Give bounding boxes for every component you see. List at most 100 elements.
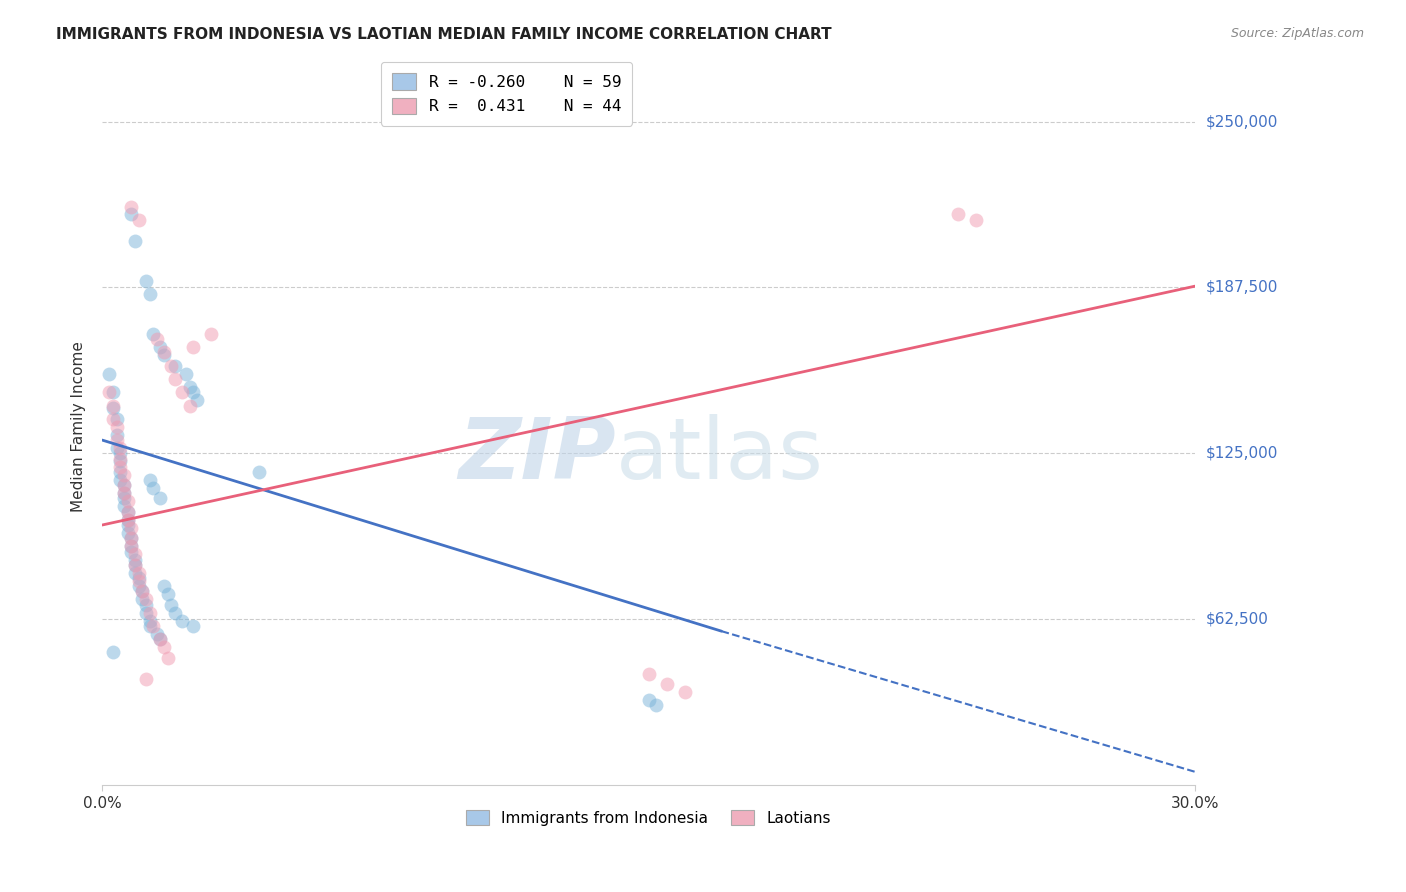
Point: [120, 531, 142, 545]
Point: [174, 367, 197, 381]
Point: [135, 598, 157, 612]
Point: [181, 385, 204, 400]
Point: [165, 372, 187, 386]
Point: [128, 571, 150, 585]
Point: [112, 486, 135, 500]
Point: [128, 212, 150, 227]
Point: [120, 531, 142, 545]
Point: [138, 473, 160, 487]
Point: [153, 579, 176, 593]
Point: [120, 207, 142, 221]
Text: atlas: atlas: [616, 414, 824, 497]
Point: [160, 598, 183, 612]
Point: [146, 627, 169, 641]
Point: [110, 451, 132, 466]
Text: $187,500: $187,500: [1206, 280, 1278, 295]
Point: [112, 467, 135, 482]
Point: [101, 645, 124, 659]
Point: [112, 478, 135, 492]
Legend: Immigrants from Indonesia, Laotians: Immigrants from Indonesia, Laotians: [457, 800, 841, 835]
Point: [135, 592, 157, 607]
Point: [142, 326, 165, 341]
Point: [200, 326, 222, 341]
Point: [153, 345, 176, 359]
Point: [105, 433, 128, 447]
Point: [112, 486, 135, 500]
Point: [138, 606, 160, 620]
Point: [138, 619, 160, 633]
Text: $250,000: $250,000: [1206, 114, 1278, 129]
Point: [101, 399, 124, 413]
Point: [124, 566, 146, 580]
Point: [110, 454, 132, 468]
Point: [149, 632, 172, 647]
Point: [149, 632, 172, 647]
Point: [181, 340, 204, 354]
Point: [186, 393, 208, 408]
Point: [117, 518, 139, 533]
Point: [966, 212, 988, 227]
Point: [135, 606, 157, 620]
Point: [135, 672, 157, 686]
Point: [948, 207, 970, 221]
Point: [131, 584, 153, 599]
Point: [172, 385, 194, 400]
Point: [637, 666, 659, 681]
Point: [637, 693, 659, 707]
Point: [120, 539, 142, 553]
Point: [124, 552, 146, 566]
Point: [247, 465, 270, 479]
Point: [98, 385, 121, 400]
Y-axis label: Median Family Income: Median Family Income: [72, 342, 86, 512]
Point: [120, 539, 142, 553]
Point: [128, 566, 150, 580]
Point: [98, 367, 121, 381]
Point: [117, 505, 139, 519]
Point: [181, 619, 204, 633]
Point: [655, 677, 678, 691]
Point: [112, 500, 135, 514]
Point: [146, 332, 169, 346]
Point: [124, 558, 146, 572]
Point: [112, 478, 135, 492]
Point: [105, 441, 128, 455]
Point: [120, 544, 142, 558]
Point: [142, 481, 165, 495]
Point: [101, 385, 124, 400]
Point: [673, 685, 696, 699]
Point: [172, 614, 194, 628]
Point: [124, 234, 146, 248]
Point: [138, 287, 160, 301]
Point: [110, 441, 132, 455]
Point: [165, 606, 187, 620]
Text: Source: ZipAtlas.com: Source: ZipAtlas.com: [1230, 27, 1364, 40]
Point: [128, 574, 150, 588]
Point: [149, 340, 172, 354]
Point: [165, 359, 187, 373]
Point: [105, 419, 128, 434]
Point: [156, 650, 179, 665]
Point: [101, 401, 124, 416]
Point: [105, 412, 128, 426]
Text: ZIP: ZIP: [458, 414, 616, 497]
Point: [142, 619, 165, 633]
Point: [112, 491, 135, 506]
Point: [179, 380, 201, 394]
Point: [153, 640, 176, 654]
Point: [117, 513, 139, 527]
Point: [117, 513, 139, 527]
Point: [110, 465, 132, 479]
Point: [131, 584, 153, 599]
Point: [153, 348, 176, 362]
Point: [131, 592, 153, 607]
Text: $62,500: $62,500: [1206, 612, 1270, 627]
Point: [105, 427, 128, 442]
Text: $125,000: $125,000: [1206, 446, 1278, 461]
Point: [110, 446, 132, 460]
Point: [117, 525, 139, 540]
Point: [110, 459, 132, 474]
Point: [110, 473, 132, 487]
Point: [138, 614, 160, 628]
Point: [117, 494, 139, 508]
Point: [124, 547, 146, 561]
